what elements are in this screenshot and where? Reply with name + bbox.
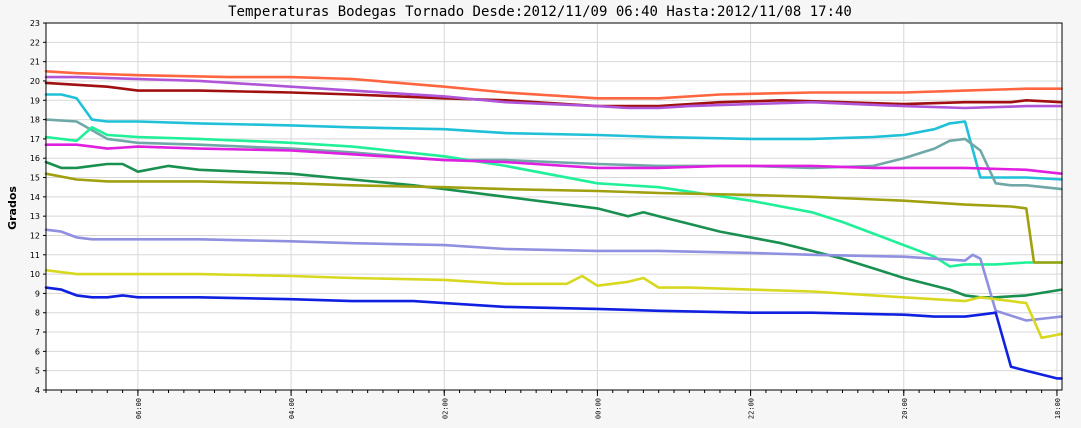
y-tick-label: 5 <box>35 367 40 376</box>
y-tick-label: 21 <box>30 58 40 67</box>
x-tick-label: 00:00 <box>594 398 602 419</box>
y-axis-label: Grados <box>6 186 19 230</box>
plot-area <box>46 23 1062 390</box>
x-tick-label: 06:00 <box>135 398 143 419</box>
y-tick-label: 19 <box>30 96 40 105</box>
series-line-9 <box>44 172 1063 264</box>
series-line-7 <box>44 143 1063 175</box>
y-tick-label: 22 <box>30 38 40 47</box>
axes <box>45 22 1063 391</box>
y-tick-label: 9 <box>35 289 40 298</box>
series-line-11 <box>44 268 1063 340</box>
y-tick-labels: 4 5 6 7 8 9 10 11 12 13 14 15 16 17 18 19 20 21 22 23 <box>30 19 46 395</box>
x-tick-label: 02:00 <box>441 398 449 419</box>
y-tick-label: 18 <box>30 116 40 125</box>
y-tick-label: 16 <box>30 154 40 163</box>
x-tick-labels: 06:00 04:00 02:00 00:00 22:00 20:00 18:00 <box>45 390 1062 419</box>
plot-frame <box>45 22 1063 391</box>
y-tick-label: 13 <box>30 212 40 221</box>
y-tick-label: 4 <box>35 386 40 395</box>
y-tick-label: 20 <box>30 77 40 86</box>
y-tick-label: 14 <box>30 193 40 202</box>
y-tick-label: 10 <box>30 270 40 279</box>
y-tick-label: 11 <box>30 251 40 260</box>
x-tick-label: 22:00 <box>748 398 756 419</box>
series-line-1 <box>44 70 1063 100</box>
y-tick-label: 12 <box>30 231 40 240</box>
series-line-12 <box>44 286 1063 380</box>
series-line-10 <box>44 228 1063 322</box>
y-tick-label: 23 <box>30 19 40 28</box>
x-tick-label: 20:00 <box>901 398 909 419</box>
x-tick-label: 18:00 <box>1054 398 1062 419</box>
x-tick-label: 04:00 <box>288 398 296 419</box>
y-tick-label: 6 <box>35 347 40 356</box>
series-line-6 <box>44 126 1063 268</box>
y-tick-label: 17 <box>30 135 40 144</box>
y-tick-label: 8 <box>35 309 40 318</box>
series-line-3 <box>44 75 1063 110</box>
chart-title: Temperaturas Bodegas Tornado Desde:2012/… <box>228 4 852 20</box>
y-tick-label: 7 <box>35 328 40 337</box>
series-line-4 <box>44 93 1063 181</box>
series-lines <box>44 70 1063 380</box>
y-tick-label: 15 <box>30 174 40 183</box>
series-line-8 <box>44 160 1063 299</box>
